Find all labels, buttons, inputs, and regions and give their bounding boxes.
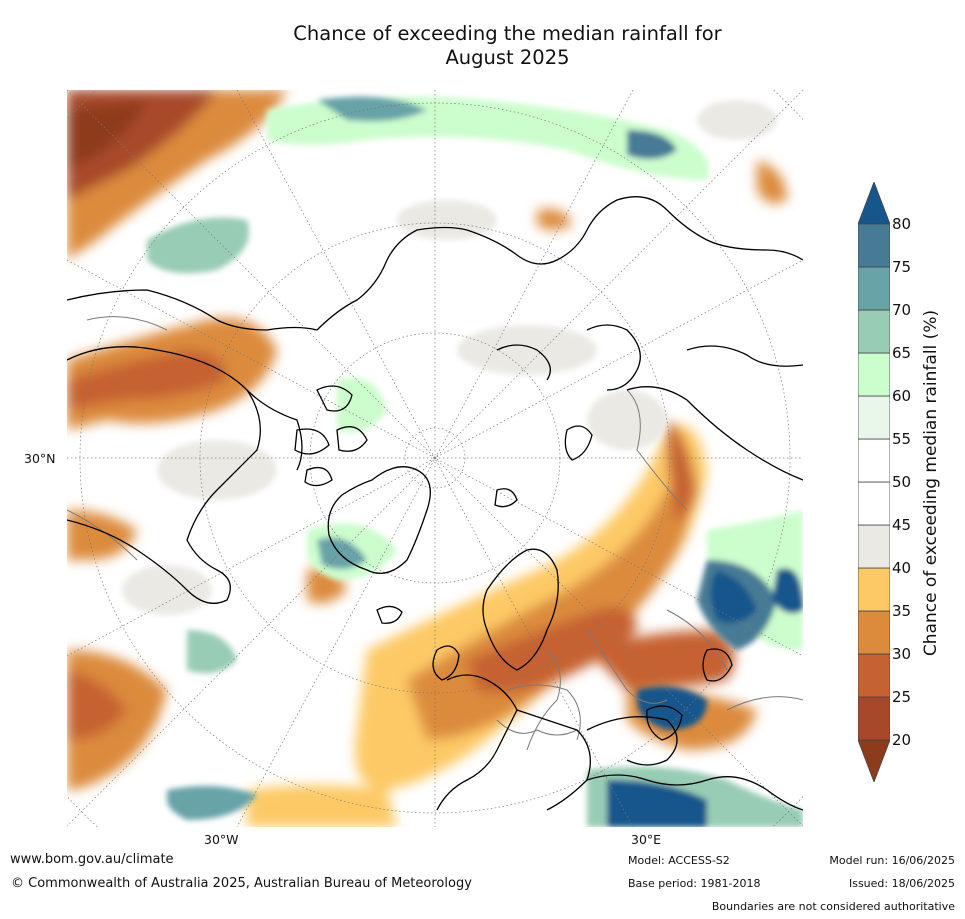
model-name: Model: ACCESS-S2 [628,854,730,867]
coastlines [67,196,803,811]
colorbar-band-45-50 [858,481,890,526]
country-boundaries [67,316,803,751]
colorbar [858,182,890,782]
colorbar-tick-70: 70 [892,301,912,319]
colorbar-tick-80: 80 [892,215,912,233]
colorbar-tick-65: 65 [892,344,912,362]
model-run-date: Model run: 16/06/2025 [829,854,955,867]
colorbar-band-30-35 [858,610,890,655]
chart-title: Chance of exceeding the median rainfall … [0,22,965,70]
colorbar-tick-40: 40 [892,559,912,577]
colorbar-tick-50: 50 [892,473,912,491]
colorbar-band-75-80 [858,223,890,268]
boundary-disclaimer: Boundaries are not considered authoritat… [711,900,955,913]
lon-label-30e: 30°E [631,832,662,847]
base-period: Base period: 1981-2018 [628,877,761,890]
colorbar-tick-35: 35 [892,602,912,620]
colorbar-band-50-55 [858,438,890,483]
title-line-2: August 2025 [445,46,570,69]
colorbar-cap-top [858,182,890,225]
colorbar-band-20-25 [858,696,890,741]
graticule [67,90,803,827]
map-canvas [67,90,803,827]
colorbar-band-70-75 [858,266,890,311]
colorbar-tick-45: 45 [892,516,912,534]
colorbar-cap-bottom [858,739,890,782]
colorbar-tick-20: 20 [892,731,912,749]
lon-label-30w: 30°W [204,832,239,847]
rainfall-map[interactable] [67,90,803,827]
dry-anomaly-shading [67,90,787,827]
lat-label-30n: 30°N [24,451,56,466]
colorbar-band-25-30 [858,653,890,698]
colorbar-tick-60: 60 [892,387,912,405]
colorbar-band-35-40 [858,567,890,612]
colorbar-band-60-65 [858,352,890,397]
colorbar-bands [858,182,890,782]
colorbar-tick-30: 30 [892,645,912,663]
colorbar-band-40-45 [858,524,890,569]
copyright-text: © Commonwealth of Australia 2025, Austra… [11,876,472,891]
colorbar-band-65-70 [858,309,890,354]
issued-date: Issued: 18/06/2025 [848,877,955,890]
colorbar-tick-75: 75 [892,258,912,276]
wet-anomaly-shading [147,96,803,827]
title-line-1: Chance of exceeding the median rainfall … [293,22,722,45]
colorbar-band-55-60 [858,395,890,440]
colorbar-tick-25: 25 [892,688,912,706]
colorbar-label: Chance of exceeding median rainfall (%) [921,309,941,657]
colorbar-tick-55: 55 [892,430,912,448]
source-url[interactable]: www.bom.gov.au/climate [10,852,174,867]
near-normal-shading [122,100,777,615]
